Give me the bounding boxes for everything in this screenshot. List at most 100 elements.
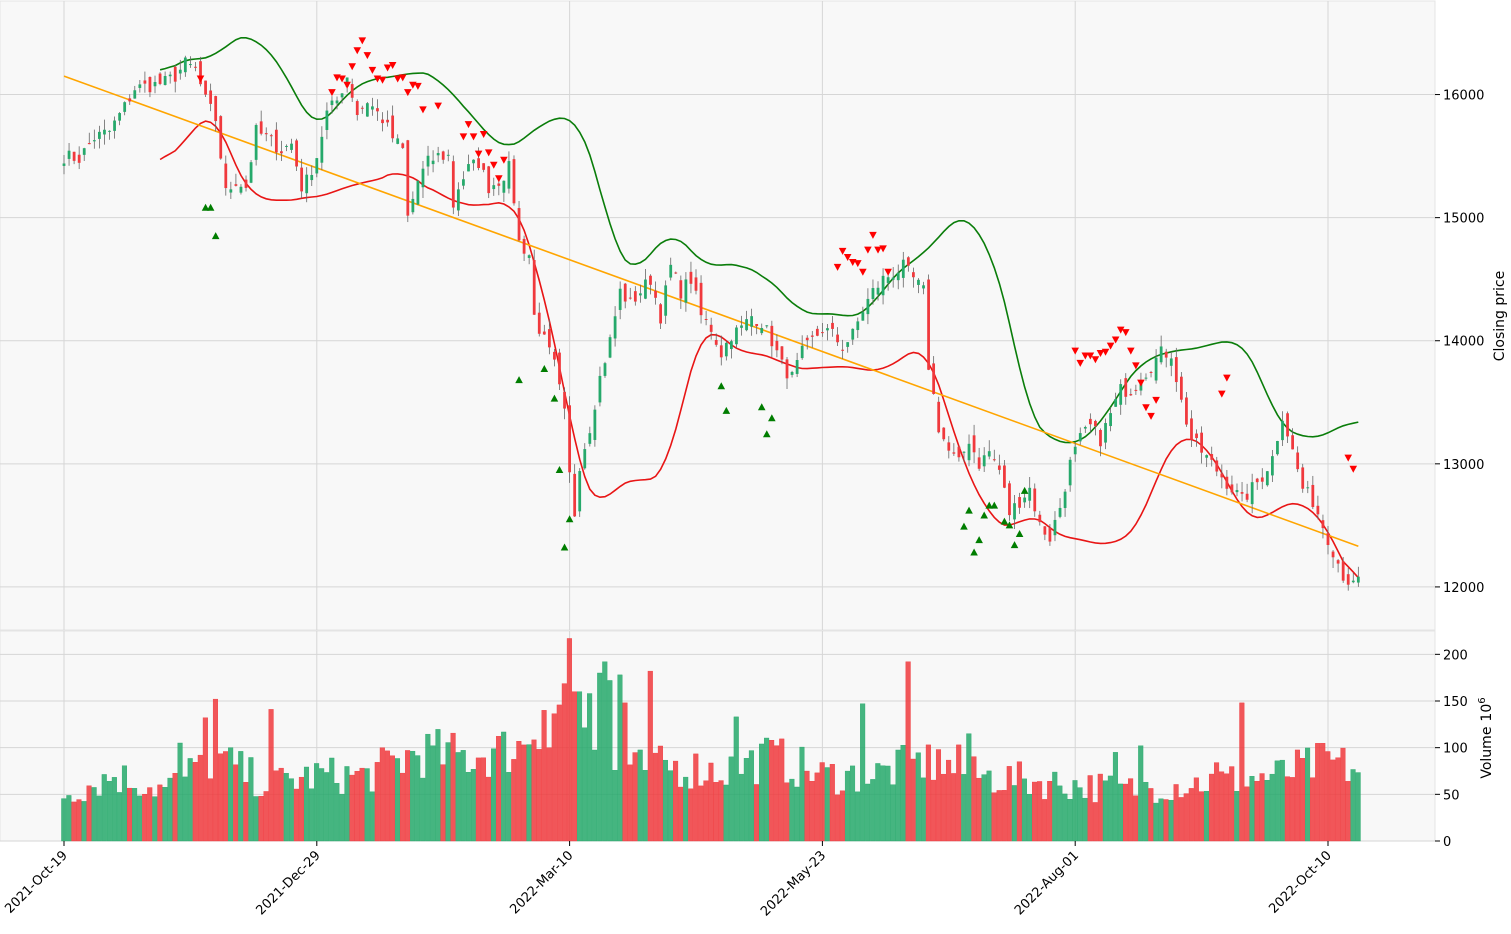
- candle-body: [1255, 478, 1259, 483]
- candle-body: [694, 277, 698, 291]
- candle-body: [285, 145, 288, 147]
- volume-bar: [1193, 777, 1199, 842]
- volume-bar: [612, 770, 618, 842]
- candle-body: [249, 162, 253, 183]
- volume-bar: [713, 782, 719, 842]
- volume-bar: [743, 758, 749, 842]
- volume-tick-label: 50: [1443, 788, 1460, 803]
- sell-signal-marker: [388, 62, 397, 70]
- sell-signal-marker: [879, 245, 887, 253]
- candle-body: [598, 375, 602, 403]
- candle-body: [189, 64, 192, 66]
- volume-bar: [587, 693, 593, 842]
- volume-bar: [652, 752, 658, 842]
- candle-body: [229, 189, 233, 193]
- buy-signal-marker: [960, 522, 968, 530]
- sell-signal-marker: [378, 76, 387, 84]
- volume-bar: [769, 740, 775, 842]
- candle-body: [183, 57, 187, 73]
- candle-body: [664, 285, 668, 316]
- volume-bar: [66, 795, 72, 842]
- candle-body: [1144, 377, 1148, 379]
- volume-bar: [339, 793, 345, 842]
- buy-signal-marker: [540, 365, 549, 373]
- volume-bar: [900, 745, 906, 842]
- volume-bar: [177, 742, 183, 842]
- candle-body: [573, 473, 577, 517]
- volume-bar: [561, 683, 567, 842]
- candle-body: [163, 76, 167, 86]
- candle-body: [451, 161, 455, 208]
- volume-bar: [986, 770, 992, 842]
- sell-signal-marker: [353, 47, 362, 55]
- volume-bar: [228, 747, 234, 842]
- sell-signal-marker: [328, 89, 336, 97]
- candle-body: [1331, 551, 1335, 558]
- volume-axis-unit-base: 10: [1479, 704, 1495, 722]
- candle-body: [421, 168, 425, 188]
- candle-body: [532, 259, 536, 315]
- volume-bar: [617, 674, 623, 842]
- candle-body: [947, 442, 951, 451]
- candle-body: [300, 167, 304, 192]
- candle-body: [295, 140, 298, 167]
- volume-bar: [759, 743, 765, 842]
- volume-bar: [1320, 743, 1326, 842]
- candle-body: [209, 90, 213, 104]
- candle-body: [1068, 459, 1072, 486]
- volume-bar: [976, 777, 982, 842]
- candle-body: [1185, 397, 1188, 425]
- candle-body: [133, 90, 137, 99]
- volume-bar: [187, 758, 193, 842]
- candle-body: [618, 288, 622, 310]
- volume-bar: [1087, 775, 1093, 842]
- sell-signal-marker: [368, 66, 377, 74]
- sell-signal-marker: [484, 149, 493, 157]
- volume-bar: [389, 755, 395, 842]
- sell-signal-marker: [869, 231, 877, 239]
- sell-signal-marker: [489, 161, 498, 169]
- candle-body: [98, 131, 101, 139]
- volume-axis-unit-exponent: 6: [1477, 697, 1488, 703]
- volume-bar: [157, 784, 163, 842]
- volume-bar: [703, 780, 709, 842]
- sell-signal-marker: [1091, 356, 1100, 364]
- volume-bar: [445, 742, 451, 842]
- sell-signal-marker: [1111, 336, 1120, 344]
- volume-bar: [91, 787, 97, 842]
- buy-signal-marker: [990, 501, 999, 509]
- candle-body: [1230, 484, 1234, 493]
- sell-signal-marker: [358, 37, 367, 45]
- volume-bar: [501, 731, 507, 842]
- sell-signal-marker: [343, 81, 351, 89]
- volume-bar: [1026, 794, 1033, 842]
- price-tick-label: 12000: [1443, 581, 1484, 596]
- candle-body: [477, 158, 480, 168]
- candle-body: [1073, 446, 1077, 455]
- candle-body: [1346, 574, 1350, 585]
- buy-signal-marker: [1000, 517, 1009, 525]
- volume-bar: [576, 691, 583, 842]
- candle-body: [654, 290, 657, 298]
- candle-body: [613, 316, 617, 339]
- candle-body: [365, 103, 369, 117]
- volume-bar: [521, 744, 527, 842]
- candle-body: [168, 74, 172, 77]
- candle-body: [1008, 483, 1011, 516]
- candle-body: [917, 279, 920, 285]
- volume-bar: [1062, 793, 1068, 842]
- buy-signal-marker: [211, 232, 220, 240]
- sell-signal-marker: [459, 133, 468, 141]
- volume-bar: [824, 767, 830, 842]
- candle-body: [431, 160, 435, 165]
- candle-body: [679, 280, 683, 299]
- candle-body: [740, 325, 743, 328]
- buy-signal-marker: [1020, 486, 1029, 494]
- candle-body: [588, 433, 592, 444]
- volume-bar: [480, 757, 486, 842]
- volume-bar: [546, 747, 552, 842]
- candle-body: [502, 180, 506, 193]
- volume-bar: [425, 733, 431, 842]
- volume-bar: [491, 748, 497, 842]
- candle-body: [1129, 394, 1133, 396]
